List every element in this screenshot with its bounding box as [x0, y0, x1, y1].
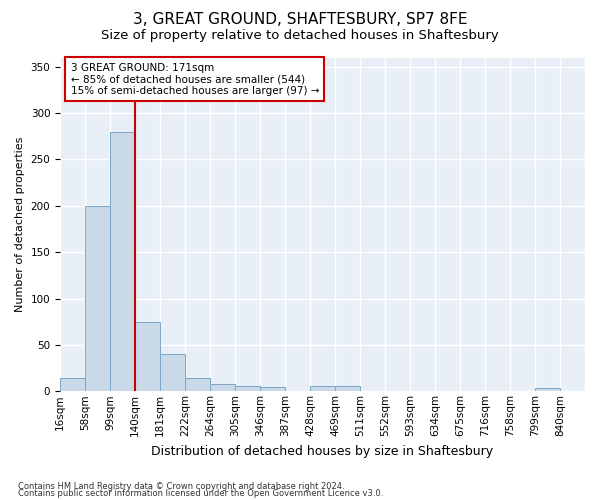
Text: 3 GREAT GROUND: 171sqm
← 85% of detached houses are smaller (544)
15% of semi-de: 3 GREAT GROUND: 171sqm ← 85% of detached… [71, 62, 319, 96]
Text: Contains HM Land Registry data © Crown copyright and database right 2024.: Contains HM Land Registry data © Crown c… [18, 482, 344, 491]
Bar [135, 322, 160, 392]
X-axis label: Distribution of detached houses by size in Shaftesbury: Distribution of detached houses by size … [151, 444, 494, 458]
Bar [235, 386, 260, 392]
Bar [210, 384, 235, 392]
Bar [335, 386, 360, 392]
Text: Size of property relative to detached houses in Shaftesbury: Size of property relative to detached ho… [101, 29, 499, 42]
Bar [60, 378, 85, 392]
Bar [160, 354, 185, 392]
Bar [310, 386, 335, 392]
Text: 3, GREAT GROUND, SHAFTESBURY, SP7 8FE: 3, GREAT GROUND, SHAFTESBURY, SP7 8FE [133, 12, 467, 28]
Text: Contains public sector information licensed under the Open Government Licence v3: Contains public sector information licen… [18, 489, 383, 498]
Bar [185, 378, 210, 392]
Bar [260, 386, 285, 392]
Bar [110, 132, 135, 392]
Bar [85, 206, 110, 392]
Bar [535, 388, 560, 392]
Y-axis label: Number of detached properties: Number of detached properties [15, 136, 25, 312]
